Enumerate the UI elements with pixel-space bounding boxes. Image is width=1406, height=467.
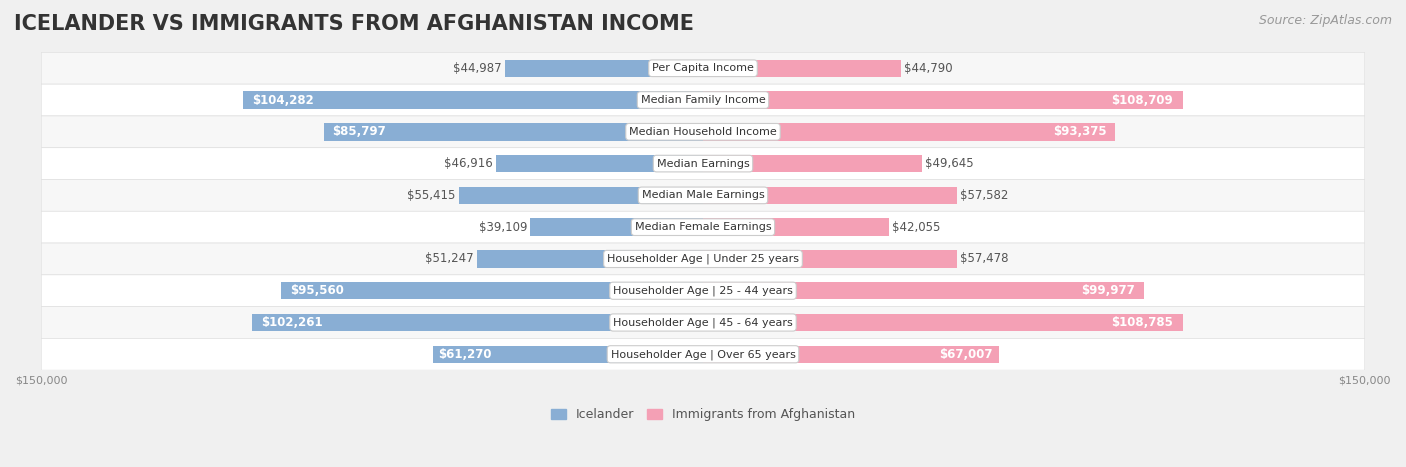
Text: Median Household Income: Median Household Income (628, 127, 778, 137)
Bar (530, 219, 703, 236)
FancyBboxPatch shape (41, 275, 1365, 307)
Text: $49,645: $49,645 (925, 157, 974, 170)
Bar (703, 155, 922, 172)
Text: $57,582: $57,582 (960, 189, 1008, 202)
Text: $57,478: $57,478 (960, 253, 1008, 265)
Legend: Icelander, Immigrants from Afghanistan: Icelander, Immigrants from Afghanistan (551, 408, 855, 421)
Bar (325, 123, 703, 141)
Text: $44,987: $44,987 (453, 62, 501, 75)
Text: Median Male Earnings: Median Male Earnings (641, 191, 765, 200)
Bar (458, 187, 703, 204)
Text: Median Earnings: Median Earnings (657, 159, 749, 169)
Text: $61,270: $61,270 (439, 348, 492, 361)
FancyBboxPatch shape (41, 84, 1365, 116)
Text: $108,709: $108,709 (1111, 93, 1173, 106)
Bar (281, 282, 703, 299)
Bar (505, 59, 703, 77)
FancyBboxPatch shape (41, 116, 1365, 148)
Bar (496, 155, 703, 172)
Text: $104,282: $104,282 (252, 93, 314, 106)
Bar (703, 250, 956, 268)
FancyBboxPatch shape (41, 148, 1365, 179)
FancyBboxPatch shape (41, 179, 1365, 211)
Text: $95,560: $95,560 (290, 284, 343, 297)
Text: $51,247: $51,247 (425, 253, 474, 265)
FancyBboxPatch shape (41, 307, 1365, 339)
Bar (703, 282, 1144, 299)
Text: $39,109: $39,109 (478, 221, 527, 234)
Bar (703, 123, 1115, 141)
Text: Householder Age | Under 25 years: Householder Age | Under 25 years (607, 254, 799, 264)
Bar (703, 91, 1182, 109)
Text: $108,785: $108,785 (1112, 316, 1174, 329)
Bar (703, 346, 998, 363)
Text: Householder Age | 45 - 64 years: Householder Age | 45 - 64 years (613, 317, 793, 328)
FancyBboxPatch shape (41, 52, 1365, 84)
FancyBboxPatch shape (41, 211, 1365, 243)
Text: $55,415: $55,415 (406, 189, 456, 202)
Text: Householder Age | Over 65 years: Householder Age | Over 65 years (610, 349, 796, 360)
FancyBboxPatch shape (41, 339, 1365, 370)
Text: $93,375: $93,375 (1053, 125, 1107, 138)
Bar (477, 250, 703, 268)
Text: $42,055: $42,055 (891, 221, 941, 234)
Text: $67,007: $67,007 (939, 348, 993, 361)
Text: Per Capita Income: Per Capita Income (652, 63, 754, 73)
Bar (703, 314, 1182, 331)
Text: Householder Age | 25 - 44 years: Householder Age | 25 - 44 years (613, 285, 793, 296)
Text: Median Family Income: Median Family Income (641, 95, 765, 105)
Text: ICELANDER VS IMMIGRANTS FROM AFGHANISTAN INCOME: ICELANDER VS IMMIGRANTS FROM AFGHANISTAN… (14, 14, 695, 34)
Text: Median Female Earnings: Median Female Earnings (634, 222, 772, 232)
Text: $85,797: $85,797 (332, 125, 385, 138)
Bar (252, 314, 703, 331)
Text: $102,261: $102,261 (262, 316, 322, 329)
Bar (703, 219, 889, 236)
Text: $44,790: $44,790 (904, 62, 952, 75)
Text: $46,916: $46,916 (444, 157, 492, 170)
Text: $99,977: $99,977 (1081, 284, 1135, 297)
FancyBboxPatch shape (41, 243, 1365, 275)
Bar (433, 346, 703, 363)
Bar (703, 187, 957, 204)
Text: Source: ZipAtlas.com: Source: ZipAtlas.com (1258, 14, 1392, 27)
Bar (243, 91, 703, 109)
Bar (703, 59, 901, 77)
